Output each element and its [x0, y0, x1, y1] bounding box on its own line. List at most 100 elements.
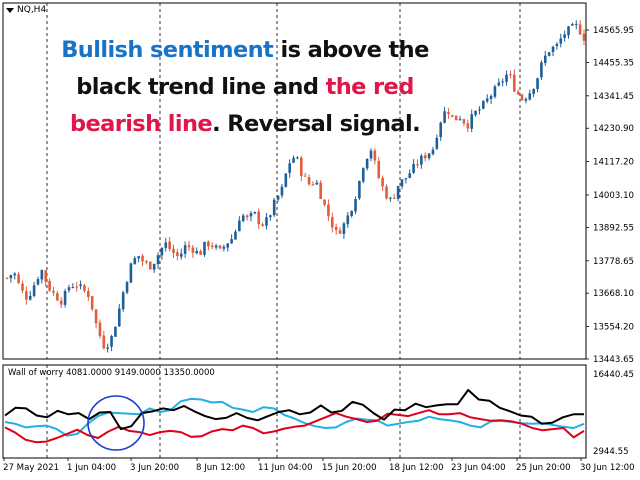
- bear-candle: [303, 175, 307, 177]
- bear-candle: [141, 255, 144, 262]
- y-tick-label: 14003.10: [593, 191, 634, 201]
- bull-candle: [265, 217, 268, 226]
- bull-candle: [540, 62, 543, 78]
- bull-candle: [269, 215, 272, 218]
- bear-candle: [311, 184, 315, 186]
- x-tick-label: 30 Jun 12:00: [580, 463, 635, 473]
- bull-candle: [32, 285, 36, 296]
- y-tick-label: 13443.65: [593, 355, 634, 362]
- indicator-label: Wall of worry 4081.0000 9149.0000 13350.…: [8, 368, 215, 378]
- bull-candle: [489, 95, 493, 100]
- bull-candle: [164, 242, 168, 248]
- bull-candle: [574, 23, 578, 25]
- bull-candle: [63, 291, 67, 305]
- x-tick-label: 15 Jun 20:00: [322, 463, 377, 473]
- bull-candle: [420, 155, 423, 165]
- bull-candle: [524, 98, 528, 101]
- bear-candle: [261, 224, 264, 226]
- bull-candle: [400, 179, 404, 187]
- black-indicator-line: [4, 389, 584, 431]
- bear-candle: [56, 293, 59, 301]
- bull-candle: [404, 178, 408, 180]
- bull-candle: [230, 239, 233, 244]
- bear-candle: [447, 112, 450, 115]
- bull-candle: [431, 149, 435, 155]
- annotation-part2: . Reversal signal.: [212, 111, 421, 137]
- bull-candle: [396, 186, 400, 199]
- bull-candle: [156, 255, 160, 265]
- bull-candle: [497, 82, 501, 86]
- y-tick-label: 14455.35: [593, 58, 634, 68]
- bear-candle: [25, 291, 28, 300]
- main-price-chart[interactable]: 14565.95 14455.35 14341.45 14230.90 14117.20…: [0, 0, 640, 362]
- y-tick-label: 13778.65: [593, 257, 634, 267]
- bull-candle: [555, 44, 559, 47]
- bull-candle: [443, 111, 446, 123]
- dropdown-triangle-icon[interactable]: [6, 7, 14, 13]
- bull-candle: [559, 38, 563, 44]
- bear-candle: [199, 250, 202, 255]
- bull-candle: [315, 182, 319, 185]
- bear-candle: [381, 177, 384, 187]
- bull-candle: [226, 243, 230, 248]
- bull-candle: [183, 245, 187, 254]
- bear-candle: [423, 155, 427, 159]
- bull-candle: [358, 180, 361, 199]
- bull-candle: [408, 173, 412, 178]
- bear-candle: [145, 261, 148, 263]
- y-tick-label: 14230.90: [593, 124, 634, 134]
- y-tick-label: 13668.10: [593, 289, 634, 299]
- symbol-label[interactable]: NQ,H4: [6, 5, 46, 15]
- bull-candle: [137, 256, 140, 259]
- bear-candle: [451, 114, 454, 117]
- bear-candle: [300, 157, 303, 176]
- symbol-text: NQ,H4: [17, 5, 47, 15]
- bear-candle: [377, 160, 381, 178]
- bull-candle: [458, 119, 462, 121]
- y-tick-label: 14341.45: [593, 92, 634, 102]
- bull-candle: [346, 215, 350, 225]
- bear-candle: [210, 245, 214, 247]
- bear-candle: [17, 274, 20, 283]
- bear-candle: [334, 226, 338, 230]
- bear-candle: [454, 115, 458, 121]
- bull-candle: [249, 213, 253, 217]
- y-tick-label: 14565.95: [593, 26, 634, 36]
- bear-candle: [327, 204, 330, 217]
- bull-candle: [536, 78, 539, 89]
- bull-candle: [129, 263, 133, 283]
- x-tick-label: 11 Jun 04:00: [258, 463, 313, 473]
- bull-candle: [272, 199, 276, 216]
- bull-candle: [67, 287, 71, 291]
- annotation-red-line: the red bearish line: [69, 74, 414, 137]
- y-tick-label: 14117.20: [593, 158, 634, 168]
- bear-candle: [416, 164, 419, 166]
- bull-candle: [482, 101, 485, 109]
- bull-candle: [125, 282, 129, 293]
- bull-candle: [238, 220, 241, 232]
- bear-candle: [509, 74, 512, 76]
- x-tick-label: 1 Jun 04:00: [67, 463, 116, 473]
- bear-candle: [59, 300, 63, 305]
- bull-candle: [439, 122, 443, 138]
- bull-candle: [195, 251, 199, 254]
- bull-candle: [474, 110, 477, 116]
- bear-candle: [98, 322, 102, 337]
- indicator-subwindow[interactable]: 16440.45 2944.55 27 May 2021 1 Jun 04:00 3 J…: [0, 362, 640, 480]
- bull-candle: [106, 347, 109, 349]
- bull-candle: [284, 173, 288, 187]
- bear-candle: [168, 241, 171, 250]
- bull-candle: [470, 114, 473, 129]
- indicator-frame: [2, 364, 587, 459]
- bear-candle: [52, 290, 55, 293]
- bull-candle: [160, 247, 164, 256]
- bull-candle: [79, 284, 82, 286]
- bear-candle: [319, 182, 322, 199]
- red-indicator-line: [4, 409, 585, 444]
- annotation-part1: is above the black trend line and: [76, 37, 429, 100]
- bull-candle: [532, 88, 535, 94]
- bear-candle: [516, 91, 520, 95]
- bear-candle: [87, 291, 90, 297]
- bear-candle: [207, 241, 210, 247]
